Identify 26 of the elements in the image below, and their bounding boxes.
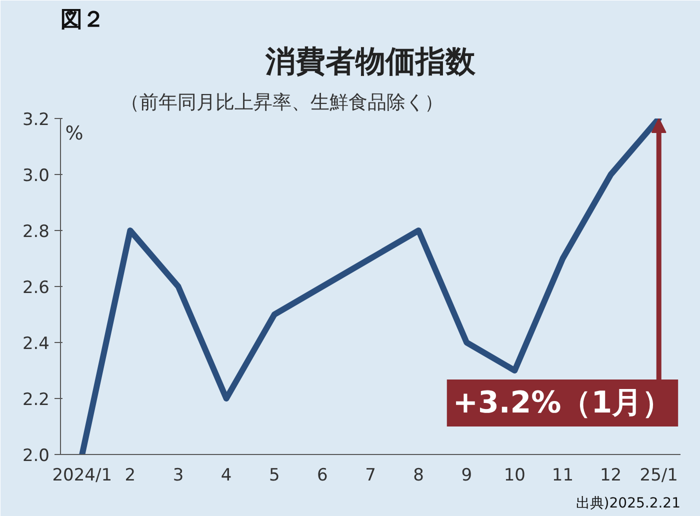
chart-subtitle: （前年同月比上昇率、生鮮食品除く） <box>120 92 444 114</box>
x-tick-label: 25/1 <box>640 466 678 486</box>
x-tick-label: 2 <box>124 466 136 486</box>
y-tick-label: 2.6 <box>22 278 50 298</box>
x-tick-label: 8 <box>413 466 424 486</box>
y-tick-label: 2.4 <box>22 334 50 354</box>
x-tick-label: 4 <box>220 466 232 486</box>
caption: 図２ <box>60 8 104 32</box>
x-tick-label: 3 <box>172 466 184 486</box>
y-tick-label: 3.0 <box>22 166 50 186</box>
source-note: 出典)2025.2.21 <box>576 496 681 512</box>
x-tick-label: 10 <box>504 466 526 486</box>
y-axis-title: % <box>65 122 84 144</box>
x-tick-label: 11 <box>552 466 574 486</box>
y-tick-label: 2.2 <box>22 390 50 410</box>
x-tick-label: 9 <box>461 466 472 486</box>
y-tick-label: 2.8 <box>22 222 50 242</box>
x-tick-label: 7 <box>365 466 376 486</box>
y-tick-label: 3.2 <box>22 110 50 130</box>
x-tick-label: 2024/1 <box>52 466 112 486</box>
x-tick-label: 5 <box>268 466 280 486</box>
x-tick-label: 12 <box>600 466 622 486</box>
y-tick-label: 2.0 <box>22 446 50 466</box>
x-tick-label: 6 <box>317 466 328 486</box>
chart-title: 消費者物価指数 <box>264 44 476 80</box>
annotation: +3.2%（1月） <box>452 385 672 420</box>
